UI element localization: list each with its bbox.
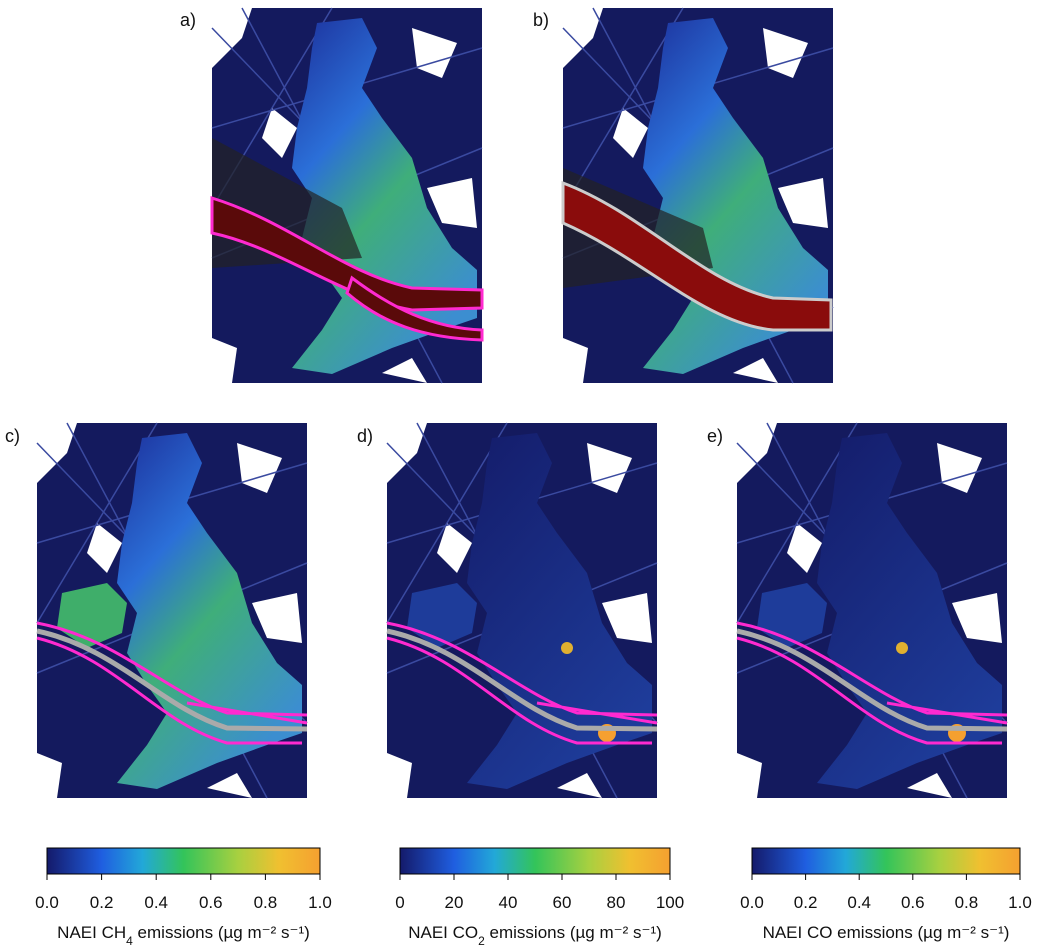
colorbar-title: NAEI CH4 emissions (µg m⁻² s⁻¹) [57, 923, 310, 948]
panel-label: a) [180, 10, 196, 30]
hotspot [561, 642, 573, 654]
tick-label: 100 [656, 893, 684, 912]
tick-label: 60 [553, 893, 572, 912]
colorbar-title-part: emissions (µg m⁻² s⁻¹) [485, 923, 662, 942]
tick-label: 1.0 [308, 893, 332, 912]
map-panel-d [386, 422, 658, 799]
tick-label: 20 [445, 893, 464, 912]
plume-outline [386, 621, 658, 745]
tick-label: 0 [395, 893, 404, 912]
colorbar-title-part: NAEI CO emissions (µg m⁻² s⁻¹) [763, 923, 1010, 942]
panel-label: e) [707, 426, 723, 446]
plume [561, 180, 833, 332]
plume-outline [736, 628, 1008, 732]
tick-label: 1.0 [1008, 893, 1032, 912]
plume [345, 275, 484, 342]
colorbar-title: NAEI CO emissions (µg m⁻² s⁻¹) [763, 923, 1010, 942]
colorbar-title: NAEI CO2 emissions (µg m⁻² s⁻¹) [408, 923, 662, 948]
tick-label: 0.6 [199, 893, 223, 912]
colorbar-title-part: 4 [126, 934, 133, 948]
map-panel-b [561, 7, 834, 384]
map-panel-c [36, 422, 308, 799]
tick-label: 0.4 [847, 893, 871, 912]
colorbar-title-part: 2 [478, 934, 485, 948]
tick-label: 0.2 [90, 893, 114, 912]
hotspot [896, 642, 908, 654]
colorbar-title-part: emissions (µg m⁻² s⁻¹) [133, 923, 310, 942]
plume [210, 195, 484, 312]
tick-label: 80 [607, 893, 626, 912]
panel-label: c) [5, 426, 20, 446]
tick-label: 0.0 [740, 893, 764, 912]
panel-label: d) [357, 426, 373, 446]
plume-outline [36, 621, 308, 745]
tick-label: 0.2 [794, 893, 818, 912]
plume-outline [386, 628, 658, 732]
map-panel-e [736, 422, 1008, 799]
panel-label: b) [533, 10, 549, 30]
tick-label: 40 [499, 893, 518, 912]
tick-label: 0.4 [144, 893, 168, 912]
colorbar [399, 847, 671, 875]
plume-outline [36, 628, 308, 732]
tick-label: 0.0 [35, 893, 59, 912]
colorbar [46, 847, 321, 875]
tick-label: 0.8 [254, 893, 278, 912]
colorbar-title-part: NAEI CH [57, 923, 126, 942]
colorbar [751, 847, 1021, 875]
tick-label: 0.6 [901, 893, 925, 912]
tick-label: 0.8 [955, 893, 979, 912]
colorbar-title-part: NAEI CO [408, 923, 478, 942]
map-panel-a [210, 7, 484, 384]
plume-outline [736, 621, 1008, 745]
